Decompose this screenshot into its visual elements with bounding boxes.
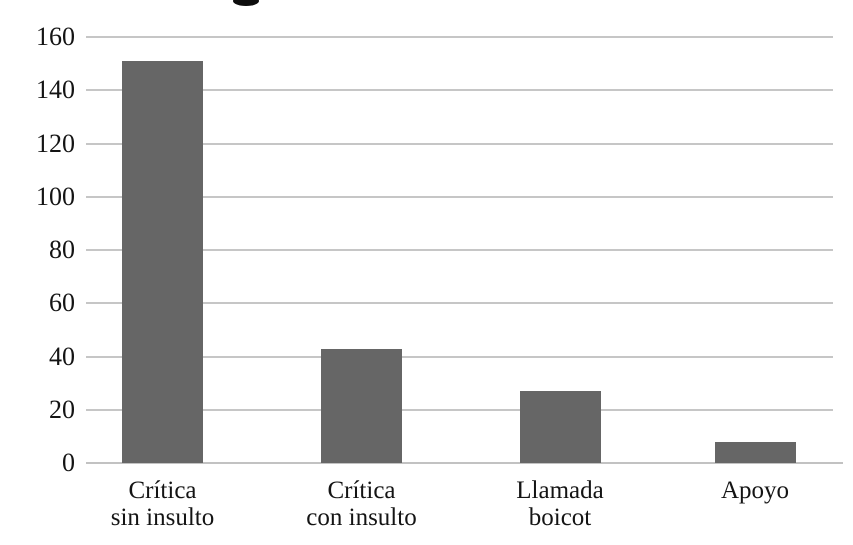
y-tick-label-120: 120 (36, 128, 75, 158)
bar-crítica-con-insulto (321, 348, 402, 463)
gridline-y-100 (86, 195, 833, 198)
bar-crítica-sin-insulto (122, 60, 203, 463)
y-tick-label-0: 0 (62, 448, 75, 477)
x-category-label-line: Crítica (128, 477, 197, 504)
x-category-label-line: con insulto (306, 504, 417, 531)
y-tick-label-20: 20 (49, 394, 75, 424)
gridline-y-120 (86, 142, 833, 145)
x-category-label-line: Llamada (516, 477, 604, 504)
y-tick-label-160: 160 (36, 22, 75, 51)
y-tick-label-80: 80 (49, 235, 75, 264)
gridline-y-140 (86, 89, 833, 92)
x-category-label: Crítica con insulto (252, 477, 472, 531)
bar-llamada-boicot (519, 391, 601, 463)
y-tick-label-60: 60 (49, 288, 75, 318)
y-tick-label-100: 100 (36, 181, 75, 211)
x-category-label-line: Apoyo (720, 477, 790, 504)
gridline-y-160 (86, 36, 833, 38)
gridline-y-60 (86, 302, 833, 305)
x-category-label-line: Crítica (327, 477, 396, 504)
y-tick-label-40: 40 (49, 341, 75, 371)
x-category-label-line: boicot (528, 504, 592, 531)
x-category-label-line: sin insulto (110, 504, 215, 531)
gridline-y-20 (86, 408, 833, 411)
x-category-label: Crítica sin insulto (53, 477, 273, 531)
x-category-label: Apoyo (645, 477, 853, 504)
plot-area (86, 36, 843, 464)
gridline-y-80 (86, 249, 833, 251)
gridline-y-0 (86, 462, 843, 464)
y-tick-label-140: 140 (36, 75, 75, 105)
bar-apoyo (714, 441, 796, 463)
gridline-y-40 (86, 355, 833, 358)
x-category-label: Llamada boicot (450, 477, 670, 531)
cropped-title-fragment (233, 0, 259, 6)
